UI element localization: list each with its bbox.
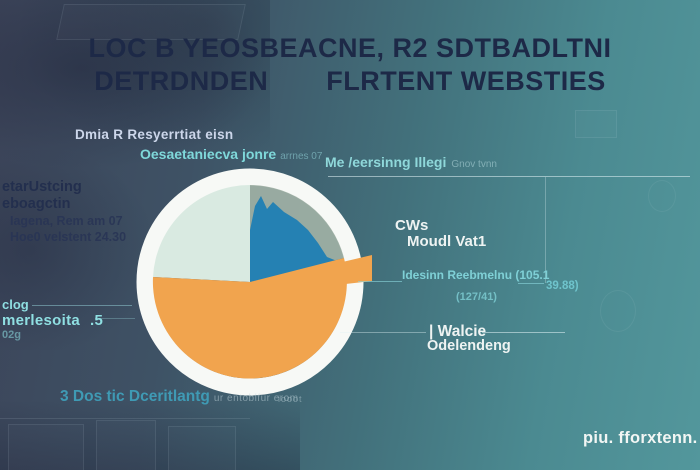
background-glyph [648,180,676,212]
callout-teal-label: Idesinn Reebmelnu (105.1 [402,268,550,282]
right-heading-rule [328,176,690,177]
bottom-left-caption-small: ur entoblfur erom [213,393,299,404]
watermark-brand: piu. fforxtenn. [583,429,698,447]
poster-title: LOC B YEOSBEACNE, R2 SDTBADLTNI DETRDNDE… [0,32,700,98]
leader-line-walcie-right [482,332,565,333]
left-label-line3: Iagena, Rem am 07 [10,214,123,228]
callout-walcie-line1: | Walcie [429,323,487,340]
left-callout-line1: clog [2,297,29,312]
callout-walcie-line2: Odelendeng [427,338,511,354]
poster-title-line2: DETRDNDEN FLRTENT WEBSTIES [0,65,700,98]
pie-slice-mint [153,184,250,282]
callout-teal-sub: (127/41) [456,291,497,303]
poster-title-line1: LOC B YEOSBEACNE, R2 SDTBADLTNI [88,33,612,63]
background-equipment-shape [96,420,156,470]
callout-cws-line1: CWs [395,217,429,234]
poster-title-line2-right: FLRTENT WEBSTIES [326,66,606,96]
left-callout-line2: merlesoita .5 [2,312,103,329]
left-callout-value: .5 [90,312,104,329]
right-heading-small: Gnov tvnn [451,159,497,170]
leader-line-left-2 [95,318,135,319]
right-heading-text: Me /eersinng Illegi [325,154,447,170]
callout-teal-value: 39.88) [546,280,579,292]
right-heading: Me /eersinng Illegi Gnov tvnn [325,154,497,170]
poster-title-line2-left: DETRDNDEN [94,66,269,96]
left-callout-line3: 02g [2,329,21,341]
bottom-faint-text: iooot [278,394,303,404]
bottom-left-caption: 3 Dos tic Dceritlantg ur entoblfur erom [60,388,299,406]
pie-slice-blue-mountain [250,196,337,282]
left-label-line1: etarUstcing [2,179,82,195]
leader-line-left-1 [32,305,132,306]
subtitle-line2-small: arrnes 07 [280,151,323,162]
callout-cws-line2: Moudl Vat1 [407,233,487,250]
right-vertical-rule [545,177,546,283]
left-label-block: etarUstcing eboagctin Iagena, Rem am 07 … [2,179,126,245]
background-grid-line [0,418,250,419]
left-label-line4: Hoe0 velstent 24.30 [10,230,127,244]
leader-line-teal-right [518,283,544,284]
leader-line-teal-left [358,281,402,282]
background-equipment-shape [168,426,236,470]
background-equipment-shape [8,424,84,470]
subtitle-line1: Dmia R Resyerrtiat eisn [75,127,234,142]
left-callout: clog merlesoita .5 02g [2,297,103,341]
background-glyph [575,110,617,138]
left-callout-label: merlesoita [2,312,81,329]
left-label-line2: eboagctin [2,196,71,212]
subtitle-line2-text: Oesaetaniecva jonre [140,146,277,162]
subtitle-line2: Oesaetaniecva jonre arrnes 07 [140,146,322,162]
background-glyph [600,290,636,332]
leader-line-walcie-left [340,332,426,333]
pie-slice-orange-protrusion [250,255,372,291]
bottom-left-caption-bold: 3 Dos tic Dceritlantg [60,388,210,405]
